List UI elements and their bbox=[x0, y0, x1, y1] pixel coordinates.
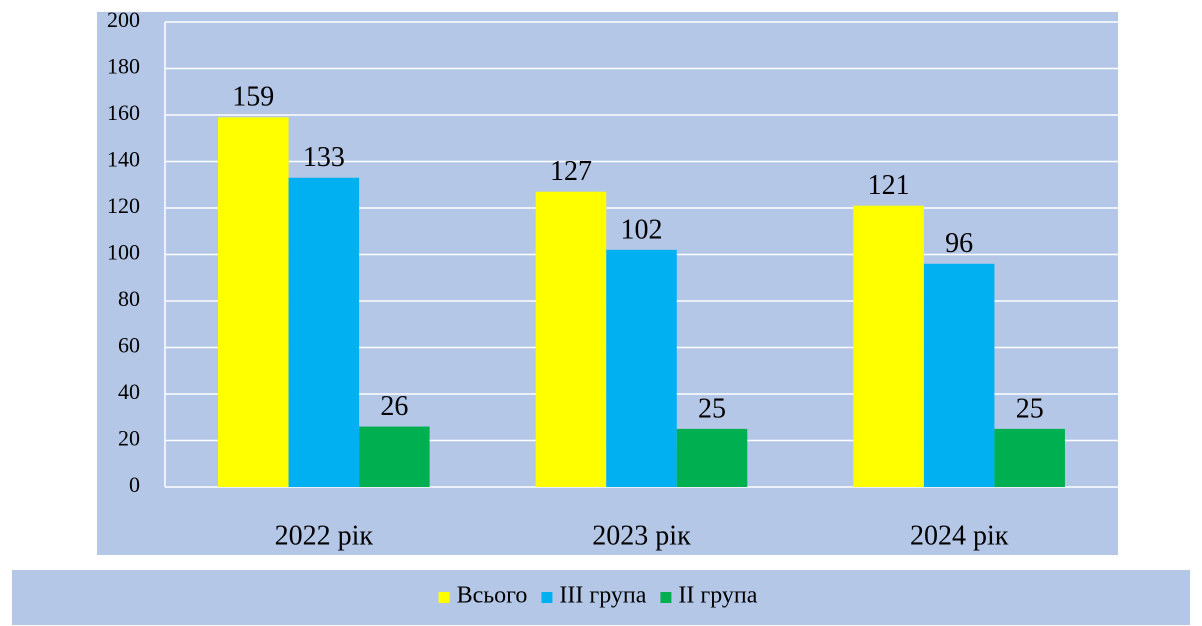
legend-label: III група bbox=[559, 583, 646, 609]
y-tick-label: 40 bbox=[118, 379, 140, 404]
bar bbox=[606, 249, 677, 487]
data-label: 159 bbox=[232, 82, 274, 113]
legend-marker bbox=[660, 592, 672, 603]
bar bbox=[535, 191, 607, 487]
legend-label: II група bbox=[678, 583, 757, 609]
x-tick-label: 2024 рік bbox=[910, 520, 1009, 551]
bar bbox=[218, 117, 289, 487]
legend-marker bbox=[438, 592, 450, 603]
y-tick-label: 60 bbox=[118, 333, 140, 358]
data-label: 25 bbox=[1016, 393, 1044, 424]
data-label: 96 bbox=[945, 228, 973, 259]
bar bbox=[288, 177, 360, 487]
bar bbox=[923, 263, 995, 487]
y-tick-label: 180 bbox=[107, 54, 140, 79]
data-label: 133 bbox=[303, 142, 345, 173]
bar bbox=[676, 428, 748, 487]
x-tick-label: 2023 рік bbox=[592, 520, 691, 551]
data-label: 127 bbox=[550, 156, 592, 187]
y-tick-label: 140 bbox=[107, 147, 140, 172]
legend-marker bbox=[541, 592, 553, 603]
bar bbox=[994, 428, 1065, 487]
data-label: 102 bbox=[621, 214, 663, 245]
y-tick-label: 20 bbox=[118, 426, 140, 451]
legend-label: Всього bbox=[457, 583, 528, 609]
x-tick-label: 2022 рік bbox=[275, 520, 374, 551]
data-label: 26 bbox=[380, 391, 408, 422]
y-tick-label: 120 bbox=[107, 193, 140, 218]
bar bbox=[853, 205, 924, 488]
y-tick-label: 80 bbox=[118, 286, 140, 311]
data-label: 25 bbox=[698, 393, 726, 424]
y-tick-label: 200 bbox=[107, 7, 140, 32]
y-tick-label: 0 bbox=[129, 472, 140, 497]
y-tick-label: 160 bbox=[107, 100, 140, 125]
data-label: 121 bbox=[868, 170, 910, 201]
bar bbox=[359, 426, 430, 487]
legend-background bbox=[12, 570, 1190, 625]
y-tick-label: 100 bbox=[107, 240, 140, 265]
